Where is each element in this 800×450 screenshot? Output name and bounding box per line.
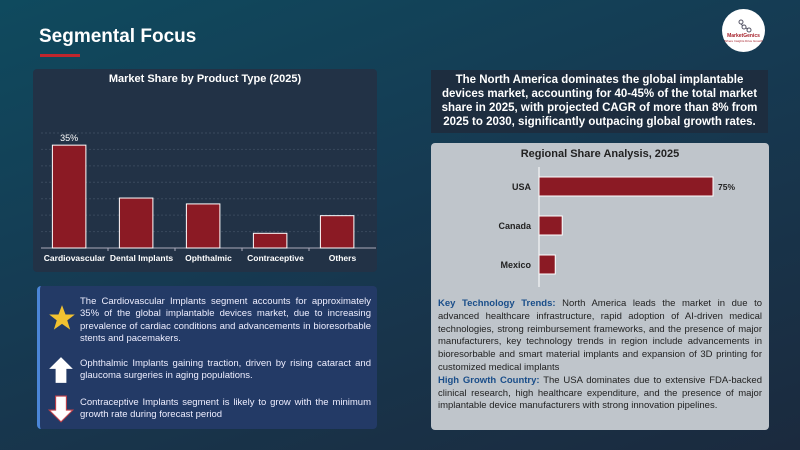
highlights-panel: The Cardiovascular Implants segment acco… xyxy=(37,286,377,429)
data-label: 75% xyxy=(718,182,735,192)
highlight-text: Ophthalmic Implants gaining traction, dr… xyxy=(80,358,371,382)
page-title: Segmental Focus xyxy=(39,26,197,47)
molecule-icon xyxy=(738,19,751,32)
category-label: USA xyxy=(512,182,532,192)
logo: MarketGenics Where Insights Drive Growth xyxy=(722,9,765,52)
product-type-chart-panel: Market Share by Product Type (2025) 35% C… xyxy=(33,69,377,274)
category-label: Ophthalmic xyxy=(185,253,232,263)
highlight-item: Ophthalmic Implants gaining traction, dr… xyxy=(80,358,371,383)
category-label: Others xyxy=(329,253,357,263)
bar-cardiovascular-implants xyxy=(51,144,87,249)
chart-title: Market Share by Product Type (2025) xyxy=(108,73,302,85)
notes: Key Technology Trends: North America lea… xyxy=(438,298,762,413)
category-label: Canada xyxy=(498,221,532,231)
bar-canada xyxy=(538,215,563,236)
arrow-up-icon xyxy=(49,357,73,383)
title-underline xyxy=(40,54,80,57)
highlight-item: The Cardiovascular Implants segment acco… xyxy=(80,296,371,346)
highlight-text: The Cardiovascular Implants segment acco… xyxy=(80,296,371,345)
bar-usa xyxy=(538,176,714,197)
trends-label: Key Technology Trends: xyxy=(438,298,556,309)
chart-title: Regional Share Analysis, 2025 xyxy=(520,148,680,160)
arrow-down-icon xyxy=(48,395,74,423)
star-icon xyxy=(49,305,75,330)
bar-contraceptive-implants xyxy=(252,232,288,249)
category-label: Implants xyxy=(57,264,92,265)
bar-ophthalmic-implants xyxy=(185,203,221,249)
category-label: Implants xyxy=(258,264,293,265)
category-label: Mexico xyxy=(500,260,531,270)
category-label: Dental Implants xyxy=(110,253,174,263)
growth-text: The USA dominates due to extensive FDA-b… xyxy=(438,374,762,412)
bar-mexico xyxy=(538,254,556,275)
category-label: Cardiovascular xyxy=(44,253,106,263)
product-type-chart: 35%CardiovascularImplantsDental Implants… xyxy=(41,132,376,274)
summary-box: The North America dominates the global i… xyxy=(431,70,768,133)
bar-dental-implants xyxy=(118,197,154,249)
bar-others xyxy=(319,215,355,249)
regional-share-chart: USA 75% Canada Mexico xyxy=(498,167,735,287)
regional-share-panel: Regional Share Analysis, 2025 USA 75% Cana… xyxy=(431,143,769,430)
logo-tagline: Where Insights Drive Growth xyxy=(724,38,763,43)
highlight-text: Contraceptive Implants segment is likely… xyxy=(80,397,371,421)
category-label: Contraceptive xyxy=(247,253,304,263)
data-label: 35% xyxy=(60,133,78,143)
growth-label: High Growth Country: xyxy=(438,374,540,386)
trends-text: North America leads the market in due to… xyxy=(438,298,763,373)
category-label: Implants xyxy=(191,264,226,265)
highlight-item: Contraceptive Implants segment is likely… xyxy=(80,397,371,422)
logo-text: MarketGenics xyxy=(727,32,760,39)
